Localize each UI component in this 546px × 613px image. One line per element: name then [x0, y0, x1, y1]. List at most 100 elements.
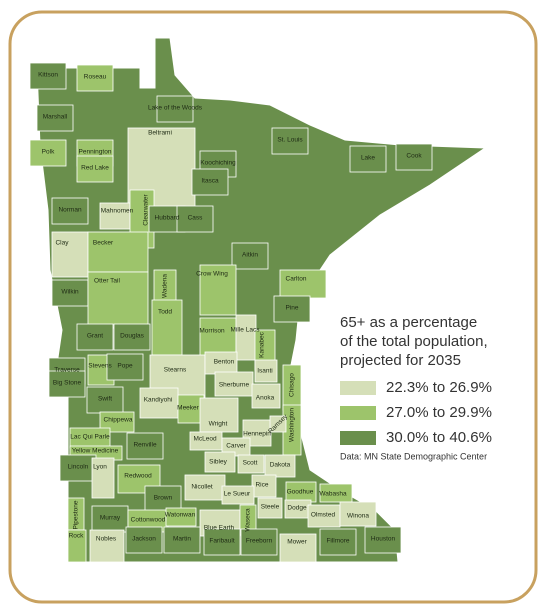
county-label: Kittson — [38, 72, 58, 79]
county-label: Swift — [98, 396, 112, 403]
county — [29, 62, 67, 90]
county — [67, 529, 87, 563]
legend-title: projected for 2035 — [340, 352, 461, 369]
county — [214, 371, 254, 397]
county-label: Waseca — [245, 508, 252, 532]
county-label: Itasca — [201, 178, 219, 185]
county — [204, 451, 236, 473]
county-label: Dodge — [287, 505, 307, 512]
county-label: Nicollet — [191, 484, 213, 491]
county — [251, 383, 281, 409]
legend-swatch — [340, 381, 376, 395]
legend-label: 27.0% to 29.9% — [386, 404, 492, 421]
legend-title: 65+ as a percentage — [340, 314, 477, 331]
county — [76, 155, 114, 183]
county-label: Roseau — [84, 74, 107, 81]
county-label: Pipestone — [73, 500, 80, 529]
county — [257, 497, 283, 519]
county-label: Sibley — [209, 459, 227, 466]
counties — [29, 62, 433, 563]
county-label: Renville — [133, 442, 157, 449]
county — [76, 64, 114, 92]
county — [203, 528, 241, 556]
county-label: Mower — [287, 539, 307, 546]
county-label: Fillmore — [326, 538, 349, 545]
county-label: Redwood — [124, 473, 152, 480]
county — [319, 528, 357, 556]
county-label: Douglas — [120, 333, 145, 340]
county — [176, 205, 214, 233]
county — [271, 127, 309, 155]
county-label: Wadena — [162, 274, 169, 298]
county-label: Blue Earth — [204, 525, 235, 532]
county — [349, 145, 387, 173]
county-label: Chippewa — [104, 417, 133, 424]
county — [91, 457, 115, 499]
county-label: Scott — [243, 460, 258, 467]
county — [199, 264, 237, 316]
county-label: Cottonwood — [131, 517, 166, 524]
county — [99, 202, 131, 230]
county-label: Hubbard — [155, 215, 180, 222]
county-label: Lake — [361, 155, 375, 162]
legend-swatch — [340, 406, 376, 420]
county — [231, 242, 269, 270]
county — [89, 529, 125, 563]
county-label: Nobles — [96, 536, 117, 543]
county-label: Lake of the Woods — [148, 105, 203, 112]
county-label: Washington — [289, 408, 296, 442]
county-label: Stevens — [88, 363, 112, 370]
county-label: Meeker — [177, 405, 200, 412]
county — [87, 231, 149, 273]
county-label: Crow Wing — [196, 271, 228, 278]
county — [86, 386, 124, 414]
county-label: Norman — [58, 207, 82, 214]
county-label: Houston — [371, 536, 396, 543]
county — [29, 139, 67, 167]
county-label: Olmsted — [311, 512, 336, 519]
county-label: Faribault — [209, 538, 234, 545]
county-label: Carlton — [286, 276, 307, 283]
county — [221, 485, 255, 505]
county-label: Koochiching — [200, 160, 236, 167]
county-label: Dakota — [270, 462, 291, 469]
county-label: Isanti — [257, 368, 273, 375]
county-label: Le Sueur — [224, 491, 251, 498]
county-label: Morrison — [199, 328, 225, 335]
county — [51, 231, 89, 278]
frame — [8, 10, 538, 604]
county-label: Lincoln — [68, 464, 89, 471]
legend-title: of the total population, — [340, 333, 488, 350]
county-label: Kanabec — [259, 331, 266, 357]
county — [106, 353, 144, 381]
county-label: Becker — [93, 240, 114, 247]
county — [76, 323, 114, 351]
county-label: Lyon — [93, 464, 107, 471]
county — [319, 483, 353, 503]
county-label: Martin — [173, 536, 191, 543]
county-label: Chisago — [289, 373, 296, 397]
county — [199, 397, 239, 433]
county — [144, 485, 182, 513]
county-label: Clearwater — [143, 193, 150, 225]
county — [156, 95, 194, 123]
county-label: Rock — [69, 533, 85, 540]
county-label: Pope — [117, 363, 133, 370]
county-labels: Kittson Roseau Lake of the Woods Marshall Be… — [38, 72, 422, 546]
county-label: Polk — [42, 149, 55, 156]
county-label: Big Stone — [53, 380, 82, 387]
county-label: Red Lake — [81, 165, 109, 172]
county-label: Watonwan — [165, 512, 196, 519]
county — [126, 432, 164, 460]
legend-label: 30.0% to 40.6% — [386, 429, 492, 446]
county-label: Yellow Medicine — [72, 448, 119, 455]
county-label: Goodhue — [287, 489, 314, 496]
county — [163, 526, 201, 554]
county-label: Traverse — [54, 367, 80, 374]
legend-swatch — [340, 431, 376, 445]
county-label: Pennington — [79, 149, 112, 156]
county-label: Grant — [87, 333, 103, 340]
county-label: Todd — [158, 309, 172, 316]
county-label: Brown — [154, 495, 173, 502]
